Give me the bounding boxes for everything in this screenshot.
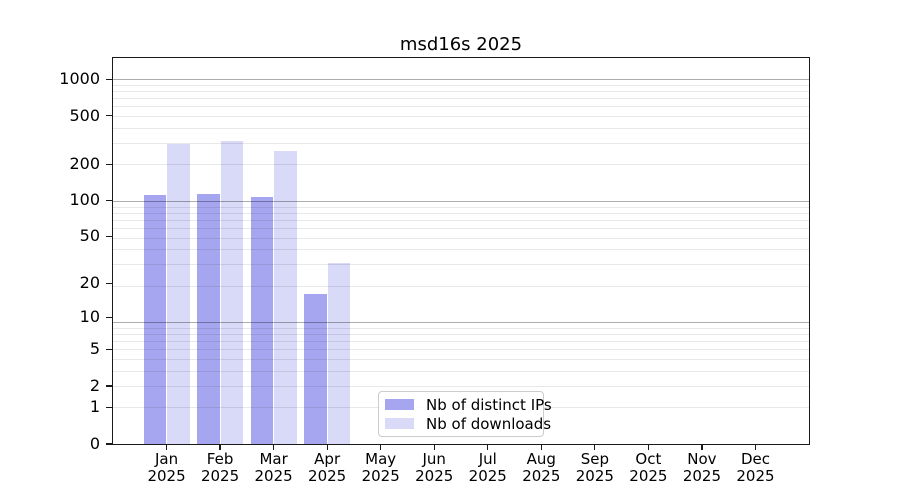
- bar-nb-of-distinct-ips-jan: [143, 195, 167, 444]
- x-tick-label: Aug 2025: [522, 450, 561, 485]
- y-tick-mark: [106, 316, 113, 319]
- grid-minor-line: [113, 341, 809, 343]
- grid-major-line: [113, 322, 809, 324]
- grid-minor-line: [113, 386, 809, 388]
- y-tick-label: 10: [79, 307, 100, 327]
- x-tick-mark: [540, 444, 542, 450]
- grid-minor-line: [113, 116, 809, 118]
- chart-title: msd16s 2025: [399, 34, 523, 55]
- y-tick-mark: [106, 78, 113, 80]
- bar-nb-of-downloads-mar: [274, 151, 297, 444]
- y-tick-mark: [106, 348, 113, 351]
- y-tick-mark: [106, 406, 113, 408]
- x-tick-label: Sep 2025: [575, 450, 614, 485]
- x-tick-label: Feb 2025: [200, 450, 240, 485]
- bar-nb-of-distinct-ips-mar: [250, 196, 274, 444]
- grid-minor-line: [113, 219, 809, 221]
- grid-minor-line: [113, 142, 809, 144]
- legend-item-downloads: Nb of downloads: [385, 414, 551, 433]
- legend-label-distinct-ips: Nb of distinct IPs: [426, 395, 552, 414]
- grid-minor-line: [113, 206, 809, 208]
- y-tick-mark: [106, 235, 113, 238]
- grid-major-line: [113, 200, 809, 202]
- x-tick-label: May 2025: [361, 450, 400, 485]
- bar-nb-of-downloads-jan: [167, 143, 190, 444]
- grid-minor-line: [113, 264, 809, 266]
- x-tick-label: Jun 2025: [415, 450, 454, 485]
- y-tick-label: 0: [89, 434, 100, 453]
- legend-swatch-distinct-ips: [385, 399, 414, 410]
- x-tick-mark: [487, 444, 489, 450]
- x-tick-mark: [647, 444, 649, 450]
- y-tick-mark: [106, 199, 113, 202]
- grid-minor-line: [113, 106, 809, 108]
- bar-nb-of-downloads-apr: [327, 262, 351, 444]
- x-tick-mark: [165, 444, 168, 450]
- y-tick-label: 100: [69, 190, 100, 210]
- y-tick-mark: [106, 282, 113, 284]
- y-tick-label: 200: [69, 154, 100, 174]
- grid-minor-line: [113, 359, 809, 361]
- bar-nb-of-downloads-feb: [220, 141, 244, 444]
- y-tick-label: 50: [79, 226, 100, 246]
- y-tick-label: 20: [79, 273, 100, 293]
- legend: Nb of distinct IPs Nb of downloads: [378, 391, 552, 437]
- x-tick-label: Jan 2025: [147, 450, 186, 485]
- grid-minor-line: [113, 237, 809, 239]
- grid-minor-line: [113, 285, 809, 287]
- grid-minor-line: [113, 370, 809, 372]
- grid-minor-line: [113, 91, 809, 93]
- y-tick-label: 2: [89, 376, 100, 396]
- grid-minor-line: [113, 249, 809, 251]
- y-tick-mark: [106, 443, 113, 445]
- x-tick-label: Jul 2025: [468, 450, 507, 485]
- grid-minor-line: [113, 349, 809, 351]
- x-tick-mark: [380, 444, 382, 450]
- x-tick-label: Dec 2025: [736, 450, 775, 485]
- y-tick-label: 500: [69, 105, 100, 125]
- grid-major-line: [113, 79, 809, 81]
- x-tick-label: Oct 2025: [629, 450, 668, 485]
- bar-nb-of-distinct-ips-apr: [304, 294, 327, 444]
- grid-minor-line: [113, 328, 809, 330]
- grid-minor-line: [113, 164, 809, 166]
- y-tick-label: 1: [89, 397, 100, 417]
- y-tick-label: 5: [89, 339, 100, 359]
- x-tick-label: Mar 2025: [254, 450, 293, 485]
- x-tick-mark: [594, 444, 596, 450]
- x-tick-mark: [754, 444, 757, 450]
- grid-minor-line: [113, 334, 809, 336]
- x-tick-mark: [219, 444, 221, 450]
- x-tick-mark: [433, 444, 435, 450]
- x-tick-label: Apr 2025: [308, 450, 347, 485]
- grid-minor-line: [113, 227, 809, 229]
- legend-label-downloads: Nb of downloads: [426, 414, 552, 433]
- bar-nb-of-distinct-ips-feb: [197, 193, 220, 444]
- grid-minor-line: [113, 127, 809, 129]
- grid-minor-line: [113, 84, 809, 86]
- grid-minor-line: [113, 98, 809, 100]
- x-tick-mark: [326, 444, 328, 450]
- x-tick-label: Nov 2025: [682, 450, 722, 485]
- x-tick-mark: [701, 444, 703, 450]
- y-tick-mark: [106, 163, 113, 165]
- legend-swatch-downloads: [385, 418, 414, 429]
- y-tick-mark: [106, 385, 113, 387]
- grid-minor-line: [113, 212, 809, 214]
- y-tick-label: 1000: [59, 69, 100, 89]
- x-tick-mark: [273, 444, 275, 450]
- y-tick-mark: [106, 115, 113, 117]
- legend-item-distinct-ips: Nb of distinct IPs: [385, 395, 552, 414]
